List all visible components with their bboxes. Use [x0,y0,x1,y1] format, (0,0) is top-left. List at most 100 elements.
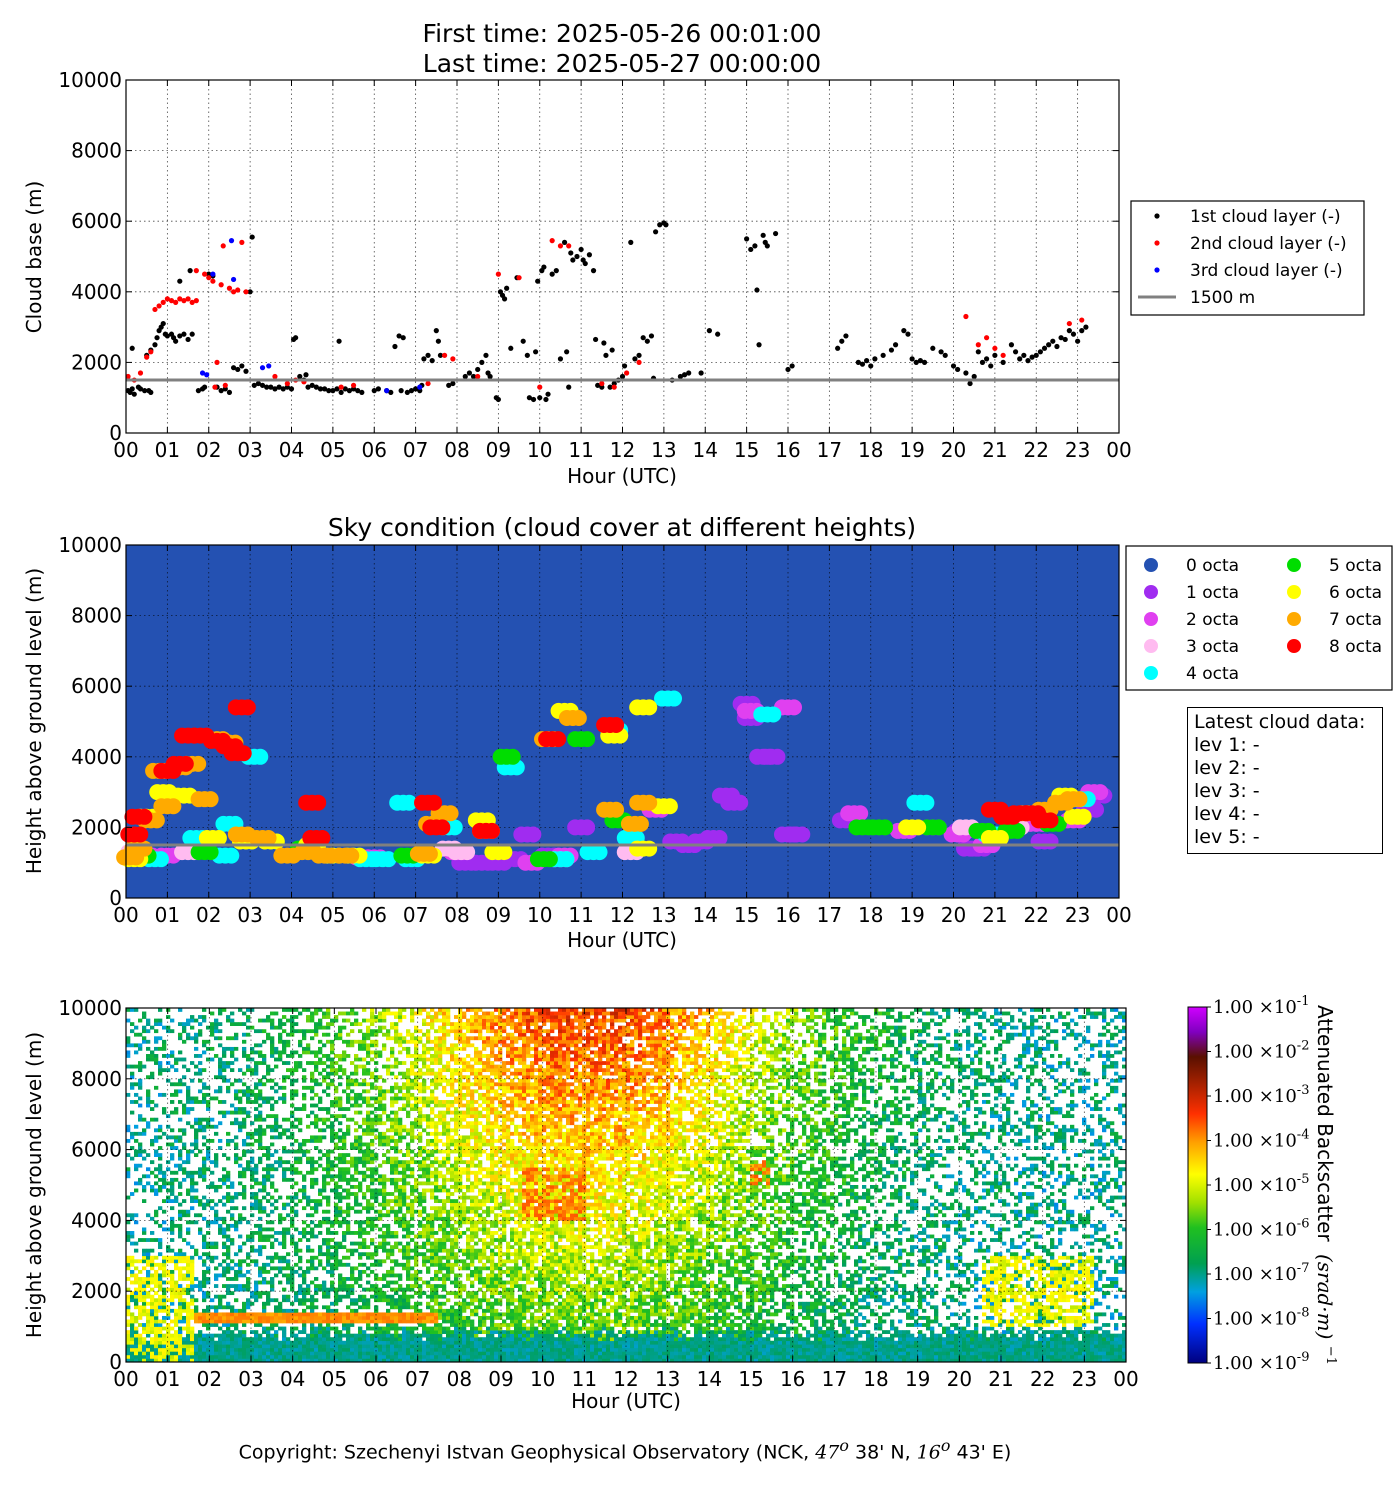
heatmap-cell [386,1177,391,1182]
heatmap-cell [194,1064,199,1069]
heatmap-cell [422,1022,427,1026]
heatmap-cell [274,1319,279,1324]
octa-point [992,829,1009,846]
heatmap-cell [242,1315,247,1320]
heatmap-cell [194,1054,199,1058]
heatmap-cell [174,1315,179,1320]
heatmap-cell [210,1333,215,1338]
heatmap-cell [366,1358,371,1362]
heatmap-cell [410,1340,415,1345]
heatmap-cell [318,1188,323,1193]
heatmap-cell [394,1124,399,1129]
heatmap-cell [254,1231,259,1235]
heatmap-cell [366,1110,371,1115]
heatmap-cell [166,1330,171,1334]
heatmap-cell [130,1146,135,1150]
heatmap-cell [146,1301,151,1306]
heatmap-cell [418,1036,423,1041]
heatmap-cell [234,1160,239,1165]
data-point [979,359,986,365]
heatmap-cell [262,1330,267,1334]
heatmap-cell [282,1177,287,1182]
heatmap-cell [310,1160,315,1165]
heatmap-cell [310,1061,315,1065]
heatmap-cell [246,1100,251,1104]
heatmap-cell [386,1347,391,1352]
heatmap-cell [394,1057,399,1062]
heatmap-cell [230,1277,235,1281]
heatmap-cell [242,1319,247,1324]
data-point [760,232,766,238]
heatmap-cell [234,1206,239,1211]
heatmap-cell [226,1156,231,1161]
heatmap-cell [126,1138,131,1143]
heatmap-cell [246,1163,251,1168]
x-tick-label: 20 [941,438,966,462]
heatmap-cell [134,1064,139,1069]
heatmap-cell [262,1227,267,1232]
heatmap-cell [314,1064,319,1069]
heatmap-cell [146,1167,151,1172]
heatmap-cell [302,1319,307,1324]
heatmap-cell [254,1223,259,1228]
heatmap-cell [398,1096,403,1101]
heatmap-cell [402,1298,407,1303]
heatmap-cell [274,1238,279,1242]
heatmap-cell [290,1209,295,1214]
heatmap-cell [354,1354,359,1359]
heatmap-cell [370,1011,375,1016]
heatmap-cell [386,1213,391,1218]
heatmap-cell [394,1075,399,1080]
heatmap-cell [234,1347,239,1352]
heatmap-cell [326,1231,331,1235]
octa-point [426,794,443,811]
heatmap-cell [390,1089,395,1094]
heatmap-cell [166,1054,171,1058]
heatmap-cell [406,1227,411,1232]
heatmap-cell [234,1273,239,1278]
heatmap-cell [330,1046,335,1051]
heatmap-cell [226,1347,231,1352]
heatmap-cell [194,1277,199,1281]
heatmap-cell [398,1085,403,1090]
heatmap-cell [334,1231,339,1235]
heatmap-cell [206,1025,211,1030]
heatmap-cell [194,1131,199,1136]
heatmap-cell [378,1174,383,1179]
heatmap-cell [202,1156,207,1161]
heatmap-cell [150,1301,155,1306]
heatmap-cell [170,1054,175,1058]
heatmap-cell [262,1340,267,1345]
heatmap-cell [194,1170,199,1175]
heatmap-cell [130,1323,135,1327]
heatmap-cell [146,1124,151,1129]
heatmap-cell [222,1008,227,1012]
data-point [1029,354,1035,360]
data-point [611,384,617,390]
heatmap-cell [190,1287,195,1292]
heatmap-cell [134,1344,139,1349]
data-point [1070,331,1077,337]
heatmap-cell [406,1195,411,1200]
heatmap-cell [206,1057,211,1062]
heatmap-cell [162,1039,167,1044]
heatmap-cell [362,1153,367,1157]
heatmap-cell [302,1206,307,1211]
heatmap-cell [210,1347,215,1352]
heatmap-cell [366,1209,371,1214]
heatmap-cell [322,1294,327,1299]
heatmap-cell [150,1231,155,1235]
heatmap-cell [182,1057,187,1062]
heatmap-cell [366,1149,371,1154]
heatmap-cell [338,1068,343,1073]
heatmap-cell [374,1333,379,1338]
heatmap-cell [310,1135,315,1140]
heatmap-cell [286,1227,291,1232]
heatmap-cell [402,1082,407,1087]
heatmap-cell [402,1245,407,1250]
heatmap-cell [342,1167,347,1172]
heatmap-cell [306,1358,311,1362]
heatmap-cell [306,1340,311,1345]
heatmap-cell [238,1022,243,1026]
heatmap-cell [394,1167,399,1172]
